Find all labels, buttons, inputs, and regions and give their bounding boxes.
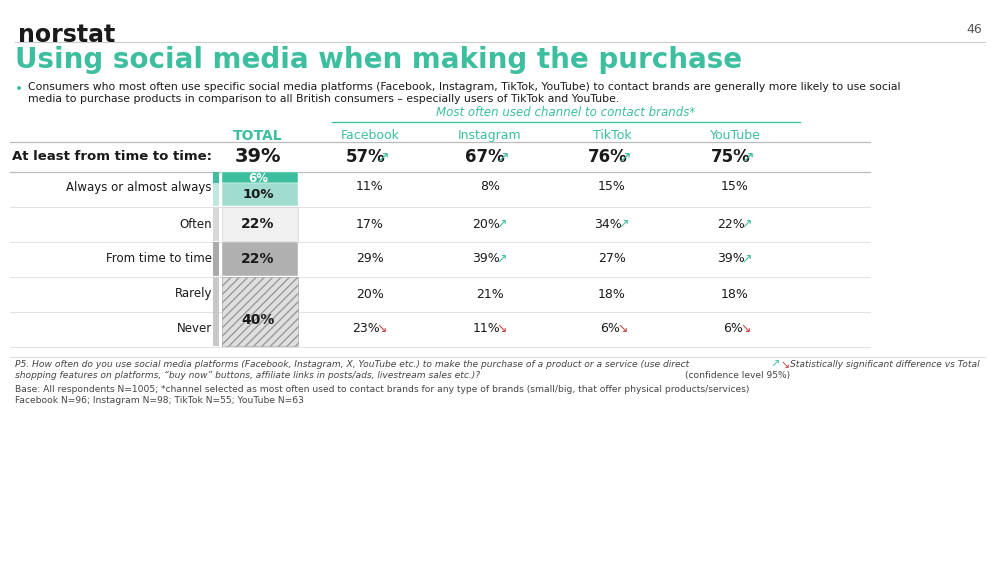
Text: 39%: 39% xyxy=(472,252,500,265)
Text: Never: Never xyxy=(177,323,212,336)
Text: 22%: 22% xyxy=(241,252,275,266)
Text: 18%: 18% xyxy=(598,288,626,300)
Text: ↗: ↗ xyxy=(742,252,752,265)
Text: ↗: ↗ xyxy=(497,217,507,231)
Text: 6%: 6% xyxy=(600,323,620,336)
Text: From time to time: From time to time xyxy=(106,252,212,265)
Text: 21%: 21% xyxy=(476,288,504,300)
Bar xyxy=(222,172,298,183)
Text: ↘: ↘ xyxy=(780,360,789,370)
Text: TOTAL: TOTAL xyxy=(233,129,283,143)
Text: 39%: 39% xyxy=(235,148,281,166)
Text: 67%: 67% xyxy=(465,148,505,166)
Text: Often: Often xyxy=(179,217,212,231)
Text: (confidence level 95%): (confidence level 95%) xyxy=(685,371,790,380)
Text: 39%: 39% xyxy=(717,252,745,265)
Text: media to purchase products in comparison to all British consumers – especially u: media to purchase products in comparison… xyxy=(28,94,619,104)
Text: 20%: 20% xyxy=(472,217,500,231)
Text: 11%: 11% xyxy=(472,323,500,336)
Bar xyxy=(213,207,219,241)
Text: P5. How often do you use social media platforms (Facebook, Instagram, X, YouTube: P5. How often do you use social media pl… xyxy=(15,360,689,369)
Bar xyxy=(213,277,219,346)
Text: Statistically significant difference vs Total: Statistically significant difference vs … xyxy=(790,360,980,369)
Text: TikTok: TikTok xyxy=(593,129,631,142)
Text: At least from time to time:: At least from time to time: xyxy=(12,150,212,164)
Text: 8%: 8% xyxy=(480,181,500,193)
Text: 46: 46 xyxy=(966,23,982,36)
Text: 22%: 22% xyxy=(717,217,745,231)
Text: ↗: ↗ xyxy=(770,360,779,370)
Bar xyxy=(213,242,219,276)
Text: 15%: 15% xyxy=(721,181,749,193)
Text: ↗: ↗ xyxy=(742,217,752,231)
Text: ↗: ↗ xyxy=(376,149,389,165)
Text: ↗: ↗ xyxy=(497,252,507,265)
Text: ↘: ↘ xyxy=(617,323,628,336)
Text: 75%: 75% xyxy=(710,148,750,166)
Bar xyxy=(222,277,298,346)
Text: 22%: 22% xyxy=(241,217,275,231)
Bar xyxy=(213,172,219,183)
Text: ↗: ↗ xyxy=(619,217,629,231)
Text: Consumers who most often use specific social media platforms (Facebook, Instagra: Consumers who most often use specific so… xyxy=(28,82,900,92)
Text: 18%: 18% xyxy=(721,288,749,300)
Text: 15%: 15% xyxy=(598,181,626,193)
Text: Rarely: Rarely xyxy=(175,288,212,300)
Text: Facebook: Facebook xyxy=(341,129,399,142)
Text: YouTube: YouTube xyxy=(710,129,760,142)
Text: Using social media when making the purchase: Using social media when making the purch… xyxy=(15,46,742,74)
Text: 23%: 23% xyxy=(352,323,380,336)
Bar xyxy=(222,242,298,276)
Text: ↗: ↗ xyxy=(496,149,509,165)
Text: Facebook N=96; Instagram N=98; TikTok N=55; YouTube N=63: Facebook N=96; Instagram N=98; TikTok N=… xyxy=(15,396,304,405)
Text: ↗: ↗ xyxy=(618,149,631,165)
Bar xyxy=(222,207,298,241)
Text: 76%: 76% xyxy=(587,148,627,166)
Text: 20%: 20% xyxy=(356,288,384,300)
Bar xyxy=(213,183,219,206)
Text: 34%: 34% xyxy=(594,217,622,231)
Text: Most often used channel to contact brands*: Most often used channel to contact brand… xyxy=(436,106,696,119)
Text: 27%: 27% xyxy=(598,252,626,265)
Text: 6%: 6% xyxy=(248,172,268,185)
Text: 10%: 10% xyxy=(242,189,274,201)
Text: shopping features on platforms, “buy now” buttons, affiliate links in posts/ads,: shopping features on platforms, “buy now… xyxy=(15,371,480,380)
Text: ↘: ↘ xyxy=(740,323,751,336)
Text: 29%: 29% xyxy=(356,252,384,265)
Text: 17%: 17% xyxy=(356,217,384,231)
Text: ↘: ↘ xyxy=(377,323,387,336)
Text: norstat: norstat xyxy=(18,23,115,47)
Bar xyxy=(222,183,298,206)
Text: Always or almost always: Always or almost always xyxy=(66,181,212,193)
Text: •: • xyxy=(15,82,23,96)
Text: 57%: 57% xyxy=(345,148,385,166)
Text: 11%: 11% xyxy=(356,181,384,193)
Text: ↗: ↗ xyxy=(741,149,754,165)
Text: 40%: 40% xyxy=(241,313,275,327)
Text: Base: All respondents N=1005; *channel selected as most often used to contact br: Base: All respondents N=1005; *channel s… xyxy=(15,385,749,394)
Text: Instagram: Instagram xyxy=(458,129,522,142)
Text: 6%: 6% xyxy=(723,323,743,336)
Text: ↘: ↘ xyxy=(497,323,507,336)
